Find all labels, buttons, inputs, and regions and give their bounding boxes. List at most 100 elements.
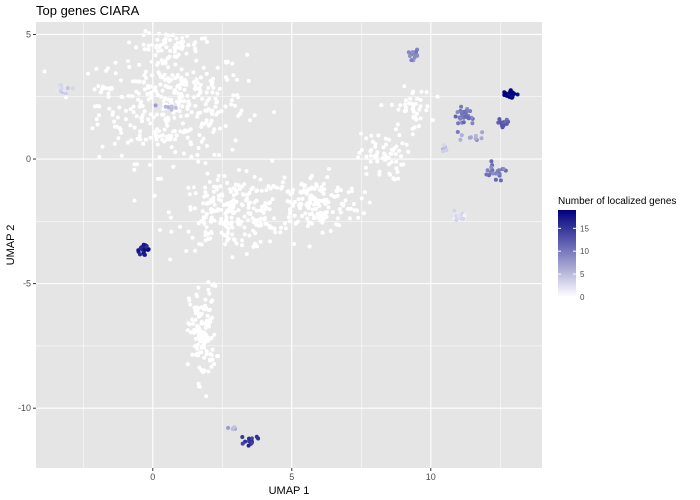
data-point [182,87,187,92]
data-point [120,95,125,100]
data-point [458,137,463,142]
data-point [404,142,409,147]
data-point [455,130,460,134]
data-point [197,86,202,91]
data-point [142,87,147,92]
data-point [508,90,513,94]
data-point [225,208,230,213]
data-point [178,114,183,119]
data-point [96,84,101,89]
data-point [178,224,183,229]
data-point [146,47,151,52]
data-point [263,207,268,212]
data-point [188,205,193,210]
data-point [62,88,67,93]
data-point [309,173,314,178]
data-point [177,45,181,50]
data-point [185,328,190,333]
data-point [410,132,415,137]
data-point [202,345,207,350]
data-point [155,112,159,117]
data-point [396,107,401,112]
data-point [211,189,216,194]
data-point [212,127,217,132]
data-point [113,71,118,76]
data-point [204,318,209,323]
data-point [189,330,193,335]
data-point [186,321,191,326]
data-point [219,216,224,221]
data-point [196,381,201,386]
data-point [241,192,246,197]
data-point [461,120,466,125]
data-point [312,216,317,220]
data-point [155,142,160,147]
data-point [138,137,143,142]
data-point [322,215,327,220]
data-point [125,140,130,145]
data-point [182,78,187,82]
data-point [272,110,277,115]
data-point [134,114,139,119]
data-point [319,185,324,189]
data-point [134,162,139,167]
data-point [230,232,235,237]
y-tick-label: 0 [26,154,31,164]
data-point [441,149,446,154]
data-point [402,109,407,114]
data-point [209,299,214,304]
data-point [172,49,177,54]
data-point [204,225,209,230]
data-point [148,84,153,89]
data-point [181,151,186,156]
data-point [192,305,197,310]
data-point [231,193,236,198]
data-point [230,255,235,260]
data-point [215,65,220,70]
data-point [201,201,206,206]
data-point [226,425,231,430]
data-point [391,176,396,181]
data-point [480,130,485,135]
data-point [195,346,200,351]
data-point [186,43,191,48]
data-point [94,66,99,71]
data-point [116,136,121,141]
data-point [424,90,429,95]
data-point [334,222,339,227]
data-point [209,364,214,369]
data-point [362,190,367,195]
data-point [325,175,330,180]
data-point [142,73,147,78]
data-point [166,210,171,215]
data-point [167,79,171,84]
data-point [158,176,163,181]
data-point [100,144,105,149]
data-point [270,158,275,163]
data-point [157,31,162,36]
data-point [425,104,430,109]
data-point [42,69,47,74]
data-point [395,170,400,174]
data-point [263,216,267,220]
data-point [246,78,251,83]
data-point [191,70,196,75]
data-point [315,211,320,216]
data-point [159,58,164,63]
data-point [322,187,327,192]
data-point [212,152,217,157]
data-point [357,150,362,155]
y-tick-label: -10 [18,403,31,413]
data-point [198,75,203,80]
data-point [290,202,295,207]
data-point [387,162,392,167]
data-point [201,65,206,70]
data-point [138,246,143,250]
data-point [162,127,167,132]
data-point [180,104,185,109]
data-point [300,214,304,218]
data-point [198,350,203,355]
data-point [299,182,304,187]
data-point [204,349,209,354]
data-point [231,93,236,98]
